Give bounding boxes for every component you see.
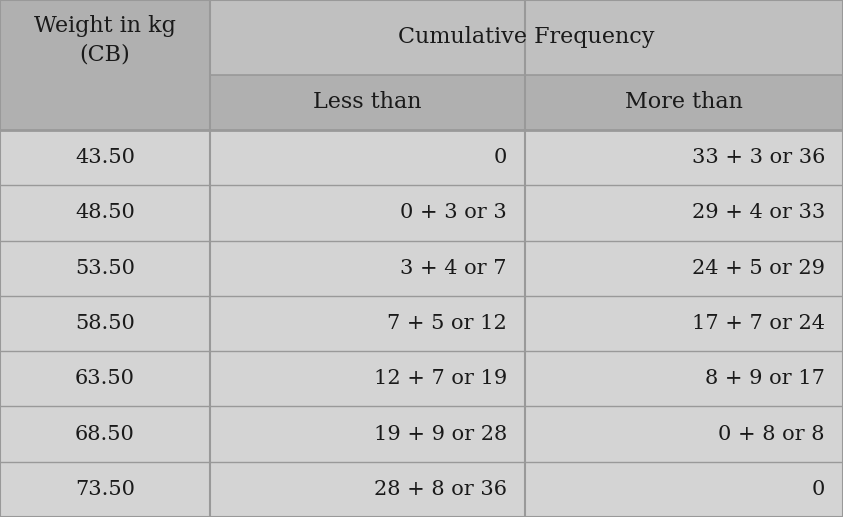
Text: Weight in kg: Weight in kg (34, 15, 176, 37)
Bar (525, 185, 843, 240)
Text: 7 + 5 or 12: 7 + 5 or 12 (387, 314, 507, 333)
Bar (210, 185, 525, 240)
Bar (525, 462, 843, 517)
Text: 24 + 5 or 29: 24 + 5 or 29 (692, 258, 825, 278)
Text: 0 + 3 or 3: 0 + 3 or 3 (400, 203, 507, 222)
Text: 73.50: 73.50 (75, 480, 135, 499)
Bar (210, 351, 525, 406)
Text: 12 + 7 or 19: 12 + 7 or 19 (373, 369, 507, 388)
Bar (210, 462, 525, 517)
Bar (0, 0, 210, 75)
Bar (525, 75, 843, 130)
Bar (0, 462, 210, 517)
Bar (0, 351, 210, 406)
Text: More than: More than (625, 92, 743, 114)
Text: 3 + 4 or 7: 3 + 4 or 7 (400, 258, 507, 278)
Bar (0, 240, 210, 296)
Text: 17 + 7 or 24: 17 + 7 or 24 (692, 314, 825, 333)
Text: 0 + 8 or 8: 0 + 8 or 8 (718, 424, 825, 444)
Bar (210, 130, 525, 185)
Bar (0, 130, 210, 185)
Text: 58.50: 58.50 (75, 314, 135, 333)
Text: 28 + 8 or 36: 28 + 8 or 36 (374, 480, 507, 499)
Bar (525, 406, 843, 462)
Bar (0, 406, 210, 462)
Bar (210, 406, 525, 462)
Text: 8 + 9 or 17: 8 + 9 or 17 (705, 369, 825, 388)
Bar (525, 296, 843, 351)
Text: 68.50: 68.50 (75, 424, 135, 444)
Text: 0: 0 (494, 148, 507, 167)
Text: (CB): (CB) (79, 43, 131, 65)
Bar (210, 240, 525, 296)
Bar (210, 296, 525, 351)
Bar (210, 0, 843, 75)
Text: 29 + 4 or 33: 29 + 4 or 33 (692, 203, 825, 222)
Text: 43.50: 43.50 (75, 148, 135, 167)
Text: 53.50: 53.50 (75, 258, 135, 278)
Text: 0: 0 (812, 480, 825, 499)
Text: 63.50: 63.50 (75, 369, 135, 388)
Bar (0, 75, 210, 130)
Bar (0, 185, 210, 240)
Text: Cumulative Frequency: Cumulative Frequency (398, 26, 655, 49)
Bar (525, 240, 843, 296)
Text: 48.50: 48.50 (75, 203, 135, 222)
Text: Less than: Less than (314, 92, 422, 114)
Bar (0, 296, 210, 351)
Bar (210, 75, 525, 130)
Text: 19 + 9 or 28: 19 + 9 or 28 (373, 424, 507, 444)
Bar (525, 130, 843, 185)
Text: 33 + 3 or 36: 33 + 3 or 36 (691, 148, 825, 167)
Bar (525, 351, 843, 406)
